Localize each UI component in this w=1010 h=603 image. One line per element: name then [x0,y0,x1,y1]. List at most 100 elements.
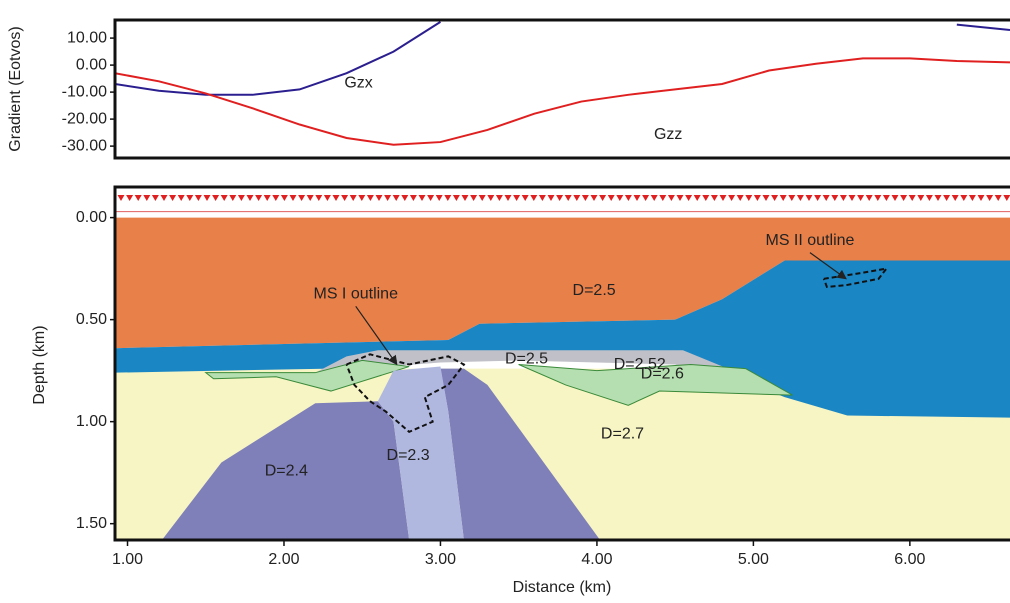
station [900,195,908,201]
x-axis-title: Distance (km) [513,579,612,596]
station [728,195,736,201]
outline [822,267,889,289]
frame [113,18,1010,160]
body-label: D=2.5 [573,282,616,299]
station [1003,195,1010,201]
outline-arrow [355,305,398,366]
station [495,195,503,201]
geologic-body [204,359,410,392]
station [134,195,142,201]
station [143,195,151,201]
x-tick-label: 2.00 [268,551,299,568]
station [194,195,202,201]
station [822,195,830,201]
x-tick-label: 3.00 [425,551,456,568]
x-tick-label: 6.00 [894,551,925,568]
geologic-body [115,260,1010,418]
station [762,195,770,201]
station [298,195,306,201]
station [736,195,744,201]
station [624,195,632,201]
station [186,195,194,201]
series-label: Gzx [344,74,372,91]
station [951,195,959,201]
station [237,195,245,201]
station [461,195,469,201]
station [556,195,564,201]
outline-arrow [809,252,847,280]
station [857,195,865,201]
outline-label: MS II outline [765,232,854,249]
station [753,195,761,201]
station [667,195,675,201]
station [831,195,839,201]
station [573,195,581,201]
y-tick-label: 0.00 [76,56,107,73]
outline-label: MS I outline [313,286,398,303]
geologic-body [440,368,601,540]
geologic-body [161,401,410,540]
station [814,195,822,201]
station [719,195,727,201]
station [590,195,598,201]
station [504,195,512,201]
station [702,195,710,201]
station [384,195,392,201]
station [538,195,546,201]
station [796,195,804,201]
station [633,195,641,201]
station [994,195,1002,201]
y-axis-title: Gradient (Eotvos) [7,26,24,151]
station [289,195,297,201]
station [418,195,426,201]
station [203,195,211,201]
station [805,195,813,201]
x-tick-label: 5.00 [738,551,769,568]
y-axis-title: Depth (km) [31,325,48,404]
station [521,195,529,201]
station [839,195,847,201]
station [642,195,650,201]
station [470,195,478,201]
station [349,195,357,201]
frame [113,185,1010,542]
geologic-body [377,366,464,540]
station [366,195,374,201]
station [547,195,555,201]
station [616,195,624,201]
geologic-body [115,217,1010,349]
station [427,195,435,201]
station [306,195,314,201]
station [986,195,994,201]
station [530,195,538,201]
station [315,195,323,201]
station [151,195,159,201]
geologic-body [518,364,793,406]
station [891,195,899,201]
series-label: Gzz [654,126,682,143]
station [358,195,366,201]
body-label: D=2.4 [265,462,308,479]
station [745,195,753,201]
station [177,195,185,201]
station [693,195,701,201]
station [323,195,331,201]
station [280,195,288,201]
body-label: D=2.3 [387,447,430,464]
station [229,195,237,201]
body-label: D=2.7 [601,426,644,443]
station [874,195,882,201]
y-tick-label: 1.00 [76,413,107,430]
station [788,195,796,201]
station [943,195,951,201]
station [960,195,968,201]
station [478,195,486,201]
station [392,195,400,201]
station [779,195,787,201]
station [246,195,254,201]
station [487,195,495,201]
station [220,195,228,201]
station [564,195,572,201]
station [263,195,271,201]
